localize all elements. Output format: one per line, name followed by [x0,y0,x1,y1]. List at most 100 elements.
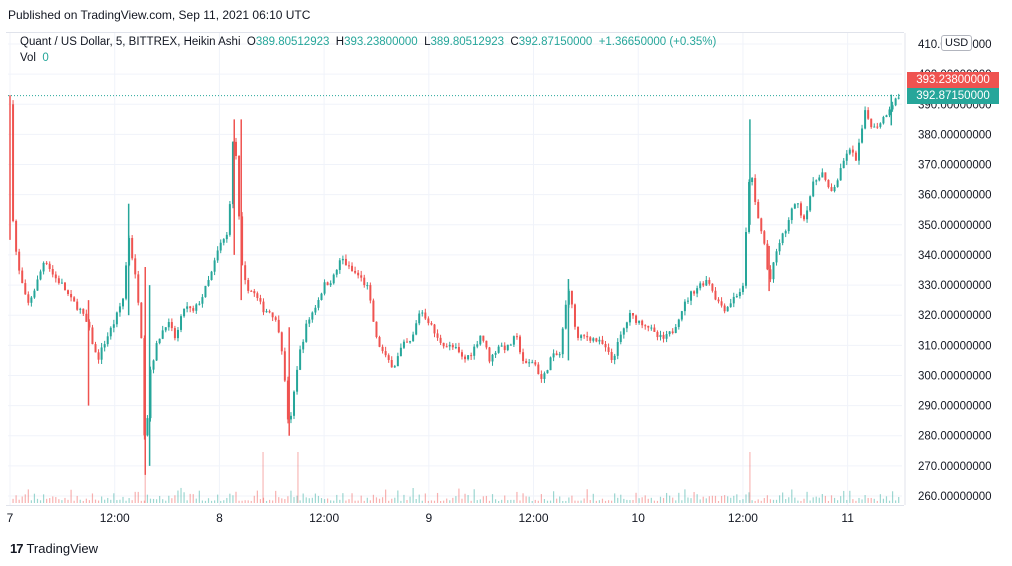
volume-bar [888,500,891,503]
volume-bar [653,500,655,503]
volume-bar [250,500,252,503]
candle-body [857,142,860,161]
volume-bar [330,500,332,503]
candle-body [601,339,604,345]
volume-bar [388,500,390,503]
candle-body [555,353,558,356]
volume-bar [290,490,292,503]
candle-body [332,274,335,284]
candle-body [277,319,280,333]
candle-body [476,344,479,347]
candle-body [500,345,503,347]
candle-body [180,316,183,330]
volume-bar [498,500,500,503]
candle-body [741,285,744,293]
volume-bar [378,498,381,503]
volume-spike [297,452,299,503]
candle-body [864,110,867,129]
volume-bar [278,497,280,503]
chart-pane[interactable] [6,32,904,506]
volume-bar [293,497,295,503]
candle-body [112,324,115,328]
volume-bar [568,497,570,503]
volume-bar [287,496,289,503]
volume-bar [94,499,97,503]
candle-body [173,328,176,339]
volume-bar [727,496,729,503]
volume-bar [724,495,726,503]
candle-body [870,118,873,128]
candle-body [204,285,207,298]
candle-body [222,239,225,243]
candle-body [207,280,210,286]
candle-body [378,337,381,347]
candle-body [265,311,268,313]
volume-bar [736,494,738,503]
volume-bar [186,500,188,503]
volume-bar [543,499,546,503]
volume-bar [427,500,429,503]
candle-body [33,290,36,298]
volume-bar [354,500,356,503]
candle-body [641,320,644,326]
volume-bar [168,495,170,503]
volume-bar [49,498,51,503]
volume-bar [705,498,707,503]
candle-body [784,231,787,234]
candle-body [690,291,693,301]
candle-body [543,373,546,379]
candle-body [751,178,754,183]
volume-bar [754,500,756,503]
volume-bar [479,499,481,503]
volume-bar [537,500,539,503]
candle-body [250,290,253,292]
volume-bar [626,499,628,503]
volume-bar [467,495,469,503]
candle-body [308,319,311,324]
candle-body [296,369,299,392]
volume-bar [882,498,885,503]
volume-bar [849,490,851,503]
footer-brand[interactable]: 17 TradingView [10,541,98,556]
candle-body [506,344,509,351]
candle-body [888,109,891,116]
candle-body [558,354,561,356]
candle-body [876,126,879,128]
candle-body [680,311,683,320]
volume-bar [152,498,155,503]
candle-body [683,301,686,312]
candle-body [94,344,97,353]
candle-body [512,336,515,345]
volume-bar [73,500,75,503]
volume-bar [788,497,790,503]
volume-bar [97,500,100,503]
volume-bar [381,497,384,503]
volume-bar [165,500,167,503]
volume-bar [375,497,378,503]
volume-bar [403,494,405,503]
volume-bar [617,497,619,503]
volume-bar [669,495,671,503]
candle-body [454,347,457,349]
candle-body [549,357,552,371]
candle-body [299,349,302,370]
volume-bar [763,498,765,503]
volume-bar [647,498,649,503]
volume-bar [522,493,524,503]
volume-bar [238,500,240,503]
volume-legend: Vol 0 [20,52,49,64]
volume-bar [873,498,875,503]
time-tick-label: 12:00 [100,511,130,525]
time-tick-label: 9 [425,511,432,525]
volume-bar [360,495,362,503]
volume-bar [424,493,426,503]
price-tick-label: 370.00000000 [918,160,992,172]
candle-body [790,208,793,221]
candle-body [546,370,549,374]
price-tick-label: 300.00000000 [918,370,992,382]
volume-bar [824,495,826,503]
candle-body [735,296,738,298]
currency-button[interactable]: USD [941,35,973,51]
candle-body [317,299,320,308]
